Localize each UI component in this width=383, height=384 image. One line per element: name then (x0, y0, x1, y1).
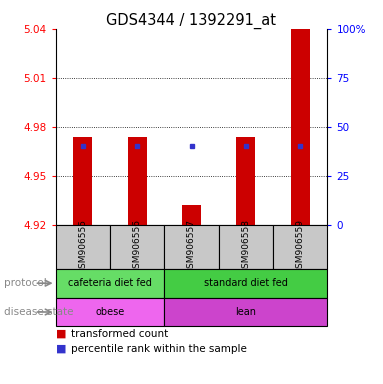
Text: GSM906557: GSM906557 (187, 219, 196, 274)
Bar (56, 269, 164, 298)
Text: lean: lean (236, 307, 256, 317)
Text: percentile rank within the sample: percentile rank within the sample (71, 344, 247, 354)
Bar (236, 136, 255, 225)
Bar (182, 205, 201, 225)
Text: ■: ■ (56, 344, 66, 354)
Text: obese: obese (95, 307, 124, 317)
Title: GDS4344 / 1392291_at: GDS4344 / 1392291_at (106, 13, 277, 29)
Text: GSM906558: GSM906558 (241, 219, 250, 274)
Text: cafeteria diet fed: cafeteria diet fed (68, 278, 152, 288)
Text: GSM906559: GSM906559 (296, 219, 305, 274)
Bar (56, 225, 110, 269)
Bar (128, 136, 147, 225)
Text: GSM906555: GSM906555 (78, 219, 87, 274)
Text: standard diet fed: standard diet fed (204, 278, 288, 288)
Bar (73, 136, 92, 225)
Text: ■: ■ (56, 329, 66, 339)
Bar (164, 298, 327, 326)
Bar (164, 225, 219, 269)
Bar (219, 225, 273, 269)
Bar (56, 298, 164, 326)
Text: transformed count: transformed count (71, 329, 168, 339)
Text: disease state: disease state (4, 307, 73, 317)
Text: GSM906556: GSM906556 (133, 219, 142, 274)
Bar (110, 225, 164, 269)
Text: protocol: protocol (4, 278, 47, 288)
Bar (164, 269, 327, 298)
Bar (273, 225, 327, 269)
Bar (291, 29, 310, 225)
